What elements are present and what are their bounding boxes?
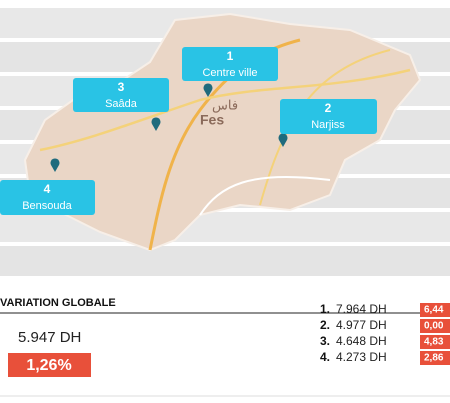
marker-name: Narjiss xyxy=(311,119,345,131)
rank-price: 7.964 DH xyxy=(336,302,387,316)
marker-number: 2 xyxy=(325,101,332,115)
city-label: فاس xyxy=(212,97,238,113)
change-box xyxy=(420,303,450,317)
rank-change: 2,86 xyxy=(424,353,444,364)
marker-name: Centre ville xyxy=(202,67,257,79)
change-box xyxy=(420,351,450,365)
marker-name: Bensouda xyxy=(22,200,72,212)
summary: VARIATION GLOBALE 5.947 DH 1,26% xyxy=(0,297,450,377)
marker-number: 3 xyxy=(118,80,125,94)
rank: 3. xyxy=(320,334,330,348)
summary-change: 1,26% xyxy=(26,357,71,374)
marker-number: 1 xyxy=(227,49,234,63)
change-box xyxy=(420,319,450,333)
rank-change: 6,44 xyxy=(424,305,444,316)
summary-title: VARIATION GLOBALE xyxy=(0,297,116,309)
change-box xyxy=(420,335,450,349)
summary-price: 5.947 DH xyxy=(18,329,81,346)
rank-change: 0,00 xyxy=(424,321,444,332)
marker-number: 4 xyxy=(44,182,51,196)
markers: 1 Centre ville 2 Narjiss 3 Saâda 4 Benso… xyxy=(0,47,377,215)
rank-price: 4.648 DH xyxy=(336,334,387,348)
ranking: 1. 7.964 DH 6,44 2. 4.977 DH 0,00 3. 4.648 DH 4,… xyxy=(320,302,450,365)
rank-price: 4.273 DH xyxy=(336,350,387,364)
rank: 4. xyxy=(320,350,330,364)
city-label: Fes xyxy=(200,112,224,128)
rank: 1. xyxy=(320,302,330,316)
rank-price: 4.977 DH xyxy=(336,318,387,332)
marker-name: Saâda xyxy=(105,98,138,110)
rank: 2. xyxy=(320,318,330,332)
rank-change: 4,83 xyxy=(424,337,444,348)
